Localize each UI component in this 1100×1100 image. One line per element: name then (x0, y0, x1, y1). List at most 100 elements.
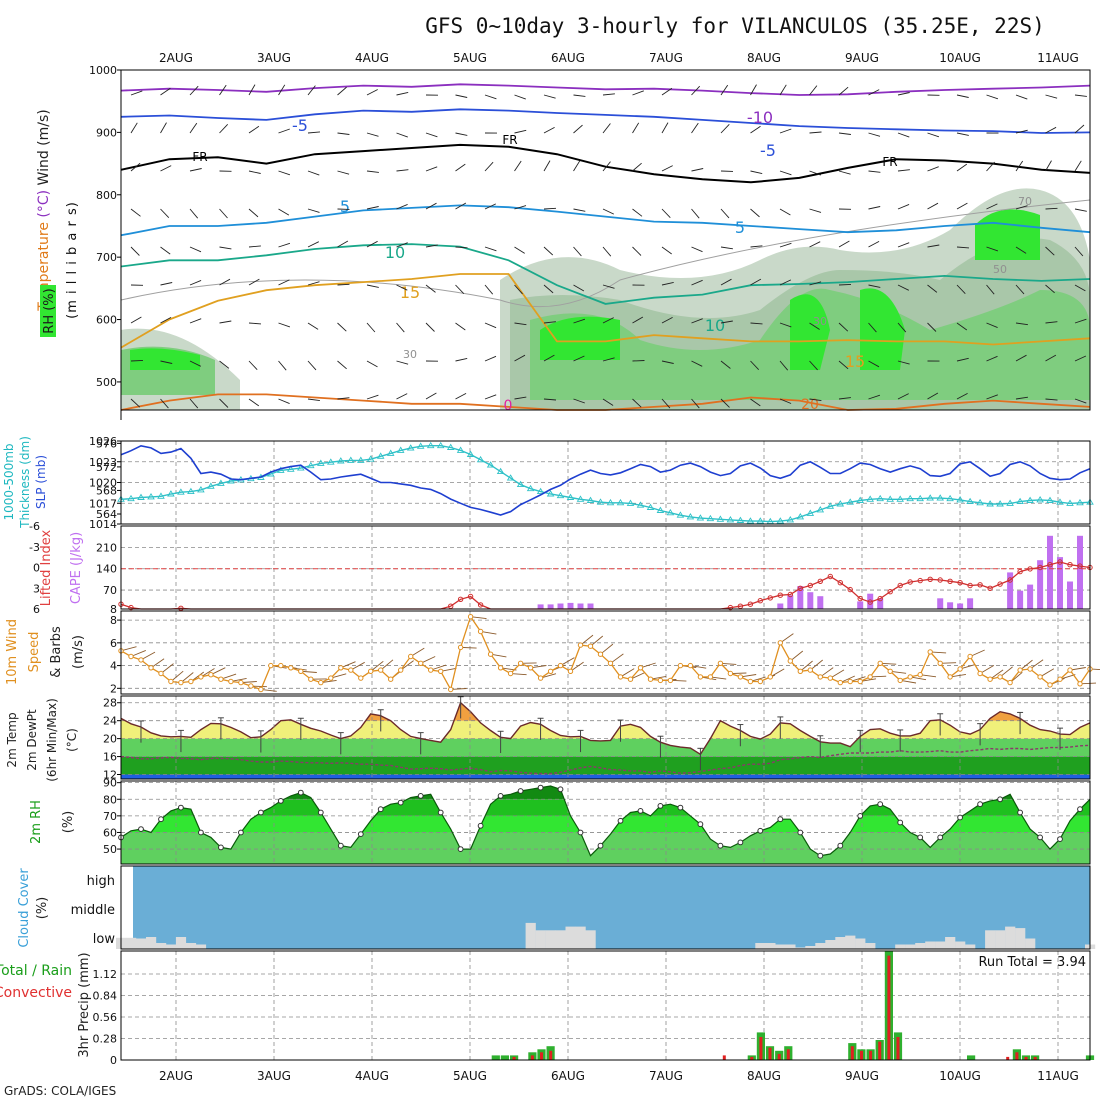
thickness-marker (347, 456, 355, 463)
contour-label: 10 (385, 243, 405, 262)
wind-speed-marker (128, 653, 134, 660)
wind-barb (809, 398, 822, 402)
rh-marker (457, 846, 464, 852)
wind-barb (396, 169, 409, 172)
wind-barb (278, 170, 291, 176)
wind-barb (396, 91, 409, 96)
wind-speed-marker (667, 677, 674, 684)
tick-label: 8 (110, 603, 117, 616)
wind-barb (661, 398, 671, 409)
precip-total-bar (491, 1055, 500, 1060)
wind-barb (543, 207, 557, 210)
rh-marker (997, 796, 1003, 803)
tick-label: 4 (110, 660, 117, 673)
wind-barb (219, 398, 229, 408)
thickness-marker (1006, 499, 1014, 506)
wind-speed-marker (887, 668, 893, 674)
wind-barb (691, 122, 699, 134)
wind-barb (425, 284, 436, 293)
wind-barb (484, 394, 497, 400)
wind-barb (278, 279, 290, 286)
rh-marker (797, 829, 804, 836)
tick-label: 50 (103, 843, 117, 856)
wind-barb (960, 663, 976, 670)
wind-barb (691, 85, 701, 96)
thickness-marker (1056, 498, 1064, 505)
wind-speed-marker (487, 651, 494, 657)
wind-speed-marker (1047, 682, 1053, 688)
wind-barb (986, 246, 999, 252)
wind-barb (170, 670, 184, 682)
precip-convective-bar (759, 1037, 763, 1060)
cloud-low-bar (156, 943, 167, 949)
wind-speed-marker (438, 668, 444, 674)
wind-barb (1074, 318, 1087, 324)
wind-barb (860, 678, 877, 682)
precip-convective-bar (750, 1056, 754, 1060)
cape-bar (587, 603, 594, 609)
wind-speed-marker (877, 660, 883, 666)
wind-barb (189, 398, 199, 409)
tick-label: 1014 (89, 518, 117, 531)
date-label-top: 3AUG (257, 51, 291, 65)
wind-barb (868, 284, 881, 288)
thickness-marker (846, 498, 854, 505)
wind-barb (720, 246, 733, 250)
axis-label: 1000-500mb (2, 443, 16, 520)
wind-speed-marker (228, 678, 234, 685)
rh-marker (697, 821, 704, 828)
wind-barb (455, 163, 466, 172)
precip-plot-area (121, 951, 1090, 1060)
thickness-marker (576, 495, 585, 502)
axis-label: CAPE (J/kg) (69, 532, 84, 604)
rh-marker (597, 842, 604, 849)
date-label-bottom: 6AUG (551, 1069, 585, 1083)
wind-speed-marker (987, 676, 993, 682)
wind-barb (897, 242, 910, 248)
wind-barb (602, 398, 614, 406)
wind-speed-marker (238, 679, 244, 686)
wind-speed-marker (947, 674, 953, 680)
wind-barb (366, 206, 379, 210)
wind-barb (396, 393, 408, 400)
tick-label: 6 (110, 637, 117, 650)
axis-label: 10m Wind (5, 619, 20, 685)
wind-barb (661, 246, 672, 255)
temp-frame (120, 695, 1091, 780)
cloud-low-bar (895, 944, 906, 949)
wind-barb (425, 166, 438, 172)
wind-barb (307, 241, 319, 248)
wind-barb (661, 360, 674, 364)
wind-speed-marker (747, 678, 754, 685)
wind-barb (514, 160, 522, 172)
wind-speed-marker (977, 670, 983, 677)
wind-speed-marker (587, 643, 594, 649)
contour-label: -5 (292, 116, 308, 135)
tick-label: -6 (29, 520, 40, 533)
wind-barb (927, 244, 940, 248)
thickness-marker (197, 486, 205, 493)
wind-speed-marker (218, 676, 224, 682)
upper-frame (120, 69, 1091, 411)
wind-speed-marker (368, 668, 374, 674)
wind-speed-marker (348, 667, 354, 673)
thickness-marker (446, 443, 455, 450)
precip-convective-bar (850, 1046, 854, 1060)
wind-barb (543, 246, 554, 256)
cloud-low-bar (855, 938, 866, 949)
thickness-marker (736, 516, 745, 523)
precip-convective-bar (786, 1049, 790, 1060)
rh-marker (238, 829, 244, 836)
wind-barb (130, 162, 141, 172)
precip-convective-bar (722, 1055, 726, 1060)
wind-barb (337, 170, 350, 175)
wind-speed-marker (717, 660, 724, 666)
wind-barb (189, 318, 202, 324)
wind-barb (1074, 124, 1085, 134)
wind-speed-marker (957, 666, 963, 672)
wind-barb (573, 208, 586, 212)
axis-label: Thickness (dm) (18, 436, 32, 529)
rh-frame (120, 780, 1091, 865)
wind-barb (632, 246, 642, 256)
tick-label: 70 (103, 810, 117, 823)
